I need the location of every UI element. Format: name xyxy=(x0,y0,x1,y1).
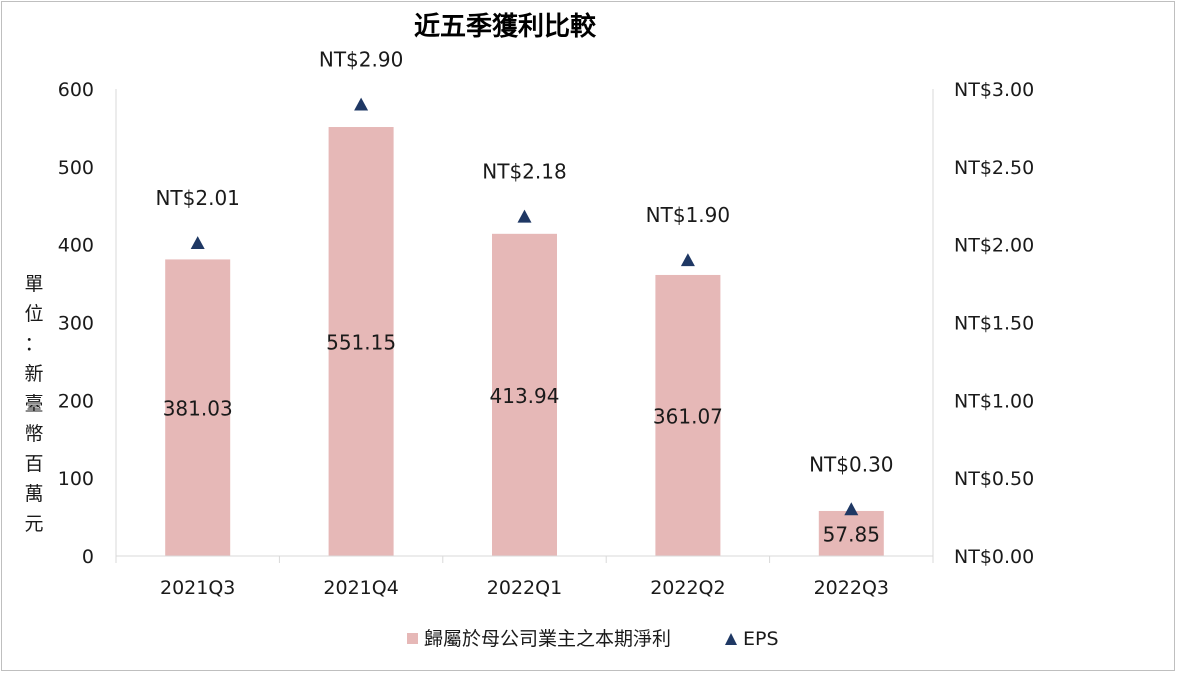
bar-value-label: 413.94 xyxy=(490,384,560,408)
y2-tick-label: NT$0.00 xyxy=(954,546,1034,568)
y-axis-label-char: 新 xyxy=(24,363,43,385)
bar-series: 381.03 551.15 413.94 361.07 57.85 xyxy=(163,127,884,557)
y-tick-label: 300 xyxy=(58,313,94,335)
y-axis-label-char: 單 xyxy=(24,273,43,295)
y-tick-label: 100 xyxy=(58,468,94,490)
bar-value-label: 551.15 xyxy=(326,331,396,355)
x-tick-label: 2021Q4 xyxy=(323,577,398,599)
y2-tick-label: NT$1.50 xyxy=(954,313,1034,335)
y-axis-left: 0 100 200 300 400 500 600 xyxy=(58,79,117,568)
y-axis-label-char: 幣 xyxy=(24,423,43,445)
bar-value-label: 361.07 xyxy=(653,404,723,428)
legend: 歸屬於母公司業主之本期淨利 EPS xyxy=(407,628,779,650)
y-axis-label-char: 百 xyxy=(24,453,43,475)
y-tick-label: 600 xyxy=(58,79,94,101)
y-axis-label-char: 元 xyxy=(24,513,43,535)
eps-marker xyxy=(680,253,695,267)
bar xyxy=(655,274,721,556)
bar-value-label: 57.85 xyxy=(823,522,880,546)
legend-label-profit: 歸屬於母公司業主之本期淨利 xyxy=(424,628,671,650)
legend-label-eps: EPS xyxy=(743,628,779,650)
x-tick-label: 2022Q1 xyxy=(487,577,562,599)
y-axis-label-char: 位 xyxy=(24,303,43,325)
x-axis: 2021Q3 2021Q4 2022Q1 2022Q2 2022Q3 xyxy=(115,555,934,599)
eps-value-label: NT$0.30 xyxy=(809,452,893,476)
legend-swatch-profit xyxy=(407,633,418,644)
y-axis-right: NT$0.00 NT$0.50 NT$1.00 NT$1.50 NT$2.00 NT$2.… xyxy=(932,79,1034,568)
y2-tick-label: NT$0.50 xyxy=(954,468,1034,490)
y-tick-label: 200 xyxy=(58,390,94,412)
eps-value-label: NT$2.90 xyxy=(319,48,403,72)
y-tick-label: 400 xyxy=(58,235,94,257)
chart-title: 近五季獲利比較 xyxy=(414,11,597,42)
eps-marker xyxy=(354,97,369,111)
bar xyxy=(165,259,231,556)
bar xyxy=(818,510,884,556)
x-tick-label: 2022Q2 xyxy=(650,577,725,599)
y2-tick-label: NT$3.00 xyxy=(954,79,1034,101)
y-tick-label: 0 xyxy=(82,546,94,568)
bar xyxy=(328,127,394,557)
x-tick-label: 2021Q3 xyxy=(160,577,235,599)
y-axis-label-char: ： xyxy=(24,333,43,355)
y-axis-label-char: 臺 xyxy=(24,393,43,415)
eps-value-label: NT$2.01 xyxy=(155,186,239,210)
y-tick-label: 500 xyxy=(58,157,94,179)
eps-marker xyxy=(190,236,205,250)
eps-marker xyxy=(517,209,532,223)
y2-tick-label: NT$1.00 xyxy=(954,390,1034,412)
eps-marker xyxy=(844,502,859,516)
legend-marker-eps xyxy=(725,633,737,645)
eps-value-label: NT$1.90 xyxy=(646,203,730,227)
bar xyxy=(492,233,557,556)
eps-series: NT$2.01 NT$2.90 NT$2.18 NT$1.90 NT$0.30 xyxy=(155,48,894,516)
y-axis-label-char: 萬 xyxy=(24,483,43,505)
bar-value-label: 381.03 xyxy=(163,397,233,421)
y2-tick-label: NT$2.50 xyxy=(954,157,1034,179)
y2-tick-label: NT$2.00 xyxy=(954,235,1034,257)
x-tick-label: 2022Q3 xyxy=(814,577,889,599)
eps-value-label: NT$2.18 xyxy=(482,160,566,184)
